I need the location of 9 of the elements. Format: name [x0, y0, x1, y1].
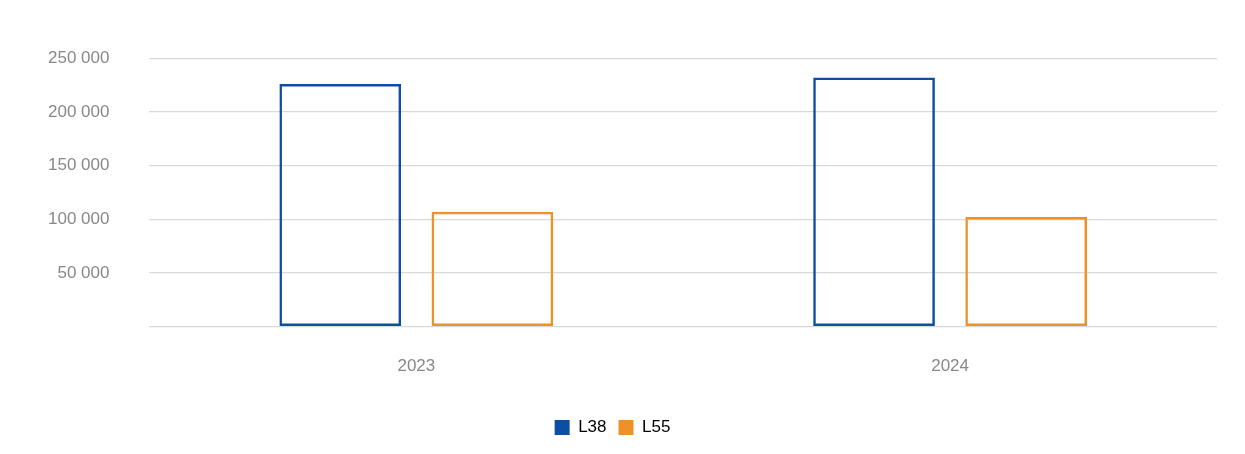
legend-label: L38	[578, 417, 607, 437]
y-tick-label: 50 000	[57, 262, 110, 282]
y-tick-label: 150 000	[48, 155, 110, 175]
y-tick-label: 200 000	[48, 101, 110, 121]
x-tick-label: 2024	[931, 356, 970, 376]
y-tick-label: 250 000	[48, 47, 110, 67]
legend-label: L55	[642, 417, 671, 437]
x-tick-label: 2023	[397, 356, 436, 376]
y-tick-label: 100 000	[48, 208, 110, 228]
